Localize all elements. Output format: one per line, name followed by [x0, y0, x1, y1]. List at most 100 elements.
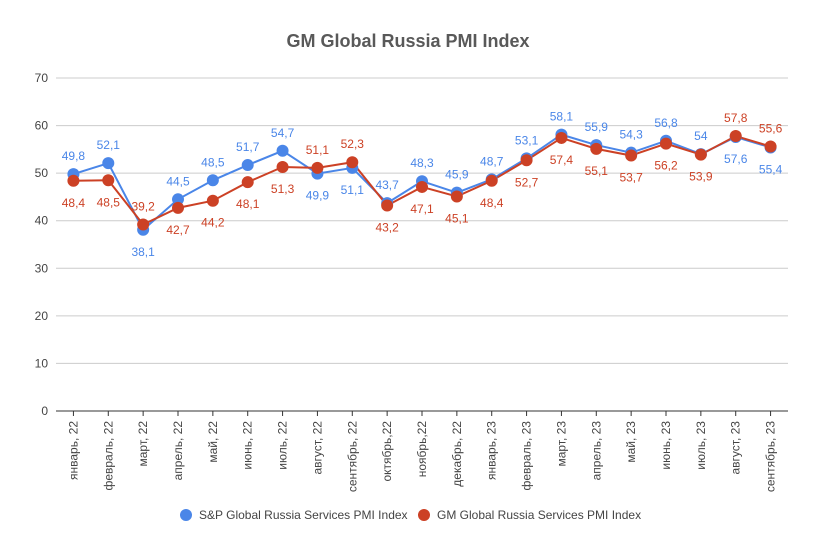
data-labels: 49,8 52,1 38,1 44,5 48,5 51,7 54,7 49,9 51,1 43,7… [62, 110, 783, 259]
y-tick-label: 70 [35, 71, 49, 85]
x-tick-label: июль, 23 [694, 421, 708, 470]
x-tick-label: январь, 22 [66, 421, 80, 480]
data-point-sp [206, 174, 219, 187]
data-label-gm: 48,4 [62, 196, 86, 210]
data-label-gm: 44,2 [201, 216, 225, 230]
x-tick-label: сентябрь, 23 [764, 421, 778, 492]
data-label-gm: 51,1 [306, 143, 330, 157]
data-label-gm: 55,6 [759, 122, 783, 136]
data-label-gm: 42,7 [166, 223, 190, 237]
legend-label-gm: GM Global Russia Services PMI Index [437, 508, 641, 522]
data-point-gm [206, 194, 219, 207]
x-tick-label: май, 22 [206, 421, 220, 463]
legend-marker-gm [418, 509, 430, 521]
data-label-gm: 57,8 [724, 111, 748, 125]
x-tick-label: февраль, 22 [101, 421, 115, 491]
data-point-gm [67, 174, 80, 187]
x-tick-label: январь, 23 [485, 421, 499, 480]
y-tick-label: 20 [35, 309, 49, 323]
data-point-gm [555, 131, 568, 144]
data-label-gm: 53,7 [619, 171, 643, 185]
data-point-gm [694, 148, 707, 161]
x-tick-label: май, 23 [624, 421, 638, 463]
data-point-gm [311, 161, 324, 174]
data-point-sp [172, 193, 184, 206]
legend: S&P Global Russia Services PMI Index GM … [180, 508, 641, 522]
x-tick-label: апрель, 22 [171, 421, 185, 481]
data-label-gm: 48,5 [97, 195, 121, 209]
x-axis-ticks: январь, 22 февраль, 22 март, 22 апрель, 22 м… [66, 411, 778, 492]
gridlines [56, 77, 788, 412]
data-label-sp: 57,6 [724, 152, 748, 166]
data-label-sp: 52,1 [97, 138, 121, 152]
data-label-gm: 45,1 [445, 211, 469, 225]
data-label-sp: 51,7 [236, 140, 260, 154]
x-tick-label: июнь, 23 [659, 421, 673, 470]
data-label-gm: 53,9 [689, 170, 713, 184]
y-axis-ticks: 0 10 20 30 40 50 60 70 [35, 71, 49, 418]
data-label-gm: 51,3 [271, 182, 295, 196]
data-label-sp: 49,9 [306, 189, 330, 203]
data-label-sp: 38,1 [131, 245, 155, 259]
series-points [67, 128, 777, 236]
x-tick-label: октябрь,22 [380, 421, 394, 482]
data-point-sp [276, 144, 289, 157]
data-label-sp: 54,3 [619, 128, 643, 142]
x-tick-label: февраль, 23 [520, 421, 534, 491]
data-label-sp: 54,7 [271, 126, 295, 140]
data-point-gm [276, 160, 289, 173]
data-label-gm: 56,2 [654, 159, 678, 173]
data-label-sp: 45,9 [445, 168, 469, 182]
data-label-sp: 48,5 [201, 155, 225, 169]
y-tick-label: 40 [35, 214, 49, 228]
data-point-gm [625, 149, 638, 162]
data-label-sp: 43,7 [375, 178, 399, 192]
x-tick-label: июль, 22 [276, 421, 290, 470]
data-point-sp [241, 159, 254, 172]
data-label-sp: 55,4 [759, 162, 783, 176]
data-label-gm: 43,2 [375, 220, 399, 234]
x-tick-label: июнь, 22 [241, 421, 255, 470]
x-tick-label: сентябрь, 22 [345, 421, 359, 492]
data-point-gm [520, 154, 533, 167]
data-label-sp: 48,3 [410, 156, 434, 170]
y-tick-label: 0 [41, 404, 48, 418]
data-point-gm [590, 142, 603, 155]
data-point-gm [485, 174, 498, 187]
data-point-gm [241, 176, 254, 189]
data-label-gm: 52,7 [515, 175, 539, 189]
data-label-sp: 58,1 [550, 110, 574, 124]
data-point-gm [381, 199, 394, 212]
y-tick-label: 50 [35, 166, 49, 180]
y-tick-label: 30 [35, 261, 49, 275]
data-point-gm [416, 180, 428, 193]
data-label-sp: 49,8 [62, 149, 86, 163]
data-label-gm: 55,1 [585, 164, 609, 178]
data-label-sp: 51,1 [341, 183, 365, 197]
data-point-gm [102, 174, 115, 187]
data-point-gm [450, 190, 463, 203]
data-label-sp: 44,5 [166, 174, 190, 188]
data-label-sp: 56,8 [654, 116, 678, 130]
x-tick-label: март, 23 [554, 421, 568, 467]
x-tick-label: август, 22 [310, 421, 324, 475]
data-point-gm [172, 201, 184, 214]
data-label-sp: 53,1 [515, 133, 539, 147]
data-point-sp [102, 157, 115, 170]
data-label-sp: 48,7 [480, 154, 504, 168]
data-point-gm [660, 137, 672, 150]
data-label-gm: 48,1 [236, 197, 260, 211]
data-point-gm [764, 140, 777, 153]
x-tick-label: март, 22 [136, 421, 150, 467]
x-tick-label: апрель, 23 [589, 421, 603, 481]
data-label-sp: 54 [694, 129, 708, 143]
legend-label-sp: S&P Global Russia Services PMI Index [199, 508, 408, 522]
x-tick-label: декабрь, 22 [450, 421, 464, 487]
data-point-gm [137, 218, 150, 231]
data-label-gm: 57,4 [550, 153, 574, 167]
x-tick-label: август, 23 [729, 421, 743, 475]
y-tick-label: 60 [35, 119, 49, 133]
x-tick-label: ноябрь,22 [415, 421, 429, 478]
data-label-gm: 52,3 [341, 137, 365, 151]
